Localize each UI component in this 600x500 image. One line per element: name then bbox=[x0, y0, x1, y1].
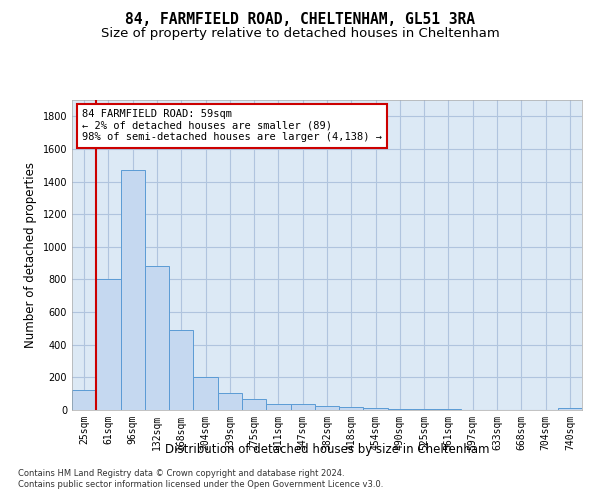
Bar bbox=[121, 170, 145, 410]
Bar bbox=[218, 393, 242, 410]
Bar bbox=[339, 406, 364, 410]
Bar bbox=[193, 376, 218, 410]
Bar bbox=[388, 409, 412, 410]
Text: Size of property relative to detached houses in Cheltenham: Size of property relative to detached ho… bbox=[101, 28, 499, 40]
Text: 84, FARMFIELD ROAD, CHELTENHAM, GL51 3RA: 84, FARMFIELD ROAD, CHELTENHAM, GL51 3RA bbox=[125, 12, 475, 28]
Bar bbox=[266, 404, 290, 410]
Bar bbox=[169, 330, 193, 410]
Bar bbox=[315, 406, 339, 410]
Y-axis label: Number of detached properties: Number of detached properties bbox=[24, 162, 37, 348]
Text: Contains public sector information licensed under the Open Government Licence v3: Contains public sector information licen… bbox=[18, 480, 383, 489]
Bar bbox=[364, 408, 388, 410]
Bar bbox=[558, 408, 582, 410]
Text: Contains HM Land Registry data © Crown copyright and database right 2024.: Contains HM Land Registry data © Crown c… bbox=[18, 468, 344, 477]
Text: 84 FARMFIELD ROAD: 59sqm
← 2% of detached houses are smaller (89)
98% of semi-de: 84 FARMFIELD ROAD: 59sqm ← 2% of detache… bbox=[82, 110, 382, 142]
Text: Distribution of detached houses by size in Cheltenham: Distribution of detached houses by size … bbox=[165, 442, 489, 456]
Bar bbox=[145, 266, 169, 410]
Bar bbox=[72, 390, 96, 410]
Bar bbox=[412, 409, 436, 410]
Bar bbox=[290, 404, 315, 410]
Bar bbox=[96, 280, 121, 410]
Bar bbox=[242, 400, 266, 410]
